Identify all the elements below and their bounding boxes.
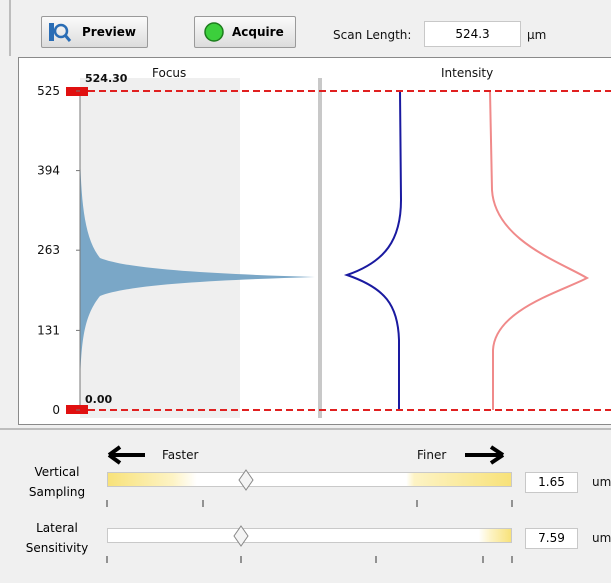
slider-thumb[interactable] bbox=[238, 469, 254, 491]
focus-title: Focus bbox=[152, 66, 187, 80]
slider-value[interactable]: 1.65 bbox=[525, 472, 578, 493]
focus-profile bbox=[80, 150, 315, 390]
slider-label: Lateral Sensitivity bbox=[25, 521, 89, 555]
scan-length-unit: µm bbox=[527, 28, 547, 42]
y-tick-label: 0 bbox=[52, 403, 60, 417]
slider-value[interactable]: 7.59 bbox=[525, 528, 578, 549]
y-tick-label: 131 bbox=[37, 323, 60, 337]
slider-label: Vertical Sampling bbox=[28, 465, 86, 499]
scan-length-input[interactable]: 524.3 bbox=[424, 21, 521, 47]
scan-length-label: Scan Length: bbox=[333, 28, 412, 42]
slider-track[interactable] bbox=[107, 528, 512, 543]
y-tick-label: 525 bbox=[37, 84, 60, 98]
faster-label: Faster bbox=[162, 448, 199, 462]
slider-track[interactable] bbox=[107, 472, 512, 487]
arrow-left bbox=[107, 445, 145, 465]
y-tick-label: 263 bbox=[37, 243, 60, 257]
slider-unit: um bbox=[592, 531, 611, 545]
intensity-title: Intensity bbox=[441, 66, 494, 80]
finer-label: Finer bbox=[417, 448, 447, 462]
y-tick-label: 394 bbox=[37, 164, 60, 178]
arrow-right bbox=[465, 445, 505, 465]
bottom-value-label: 0.00 bbox=[85, 393, 113, 406]
acquire-button[interactable]: Acquire bbox=[194, 16, 296, 48]
preview-label: Preview bbox=[82, 25, 137, 39]
slider-unit: um bbox=[592, 475, 611, 489]
focus-background bbox=[80, 78, 240, 418]
plot-divider bbox=[318, 78, 322, 418]
acquire-icon bbox=[204, 22, 224, 42]
slider-ticks bbox=[106, 500, 513, 563]
acquire-label: Acquire bbox=[232, 25, 284, 39]
slider-thumb[interactable] bbox=[233, 525, 249, 547]
preview-icon bbox=[49, 23, 72, 42]
top-value-label: 524.30 bbox=[85, 72, 128, 85]
preview-button[interactable]: Preview bbox=[41, 16, 148, 48]
intensity-curve-red bbox=[489, 90, 590, 410]
intensity-curve-blue bbox=[343, 90, 403, 410]
